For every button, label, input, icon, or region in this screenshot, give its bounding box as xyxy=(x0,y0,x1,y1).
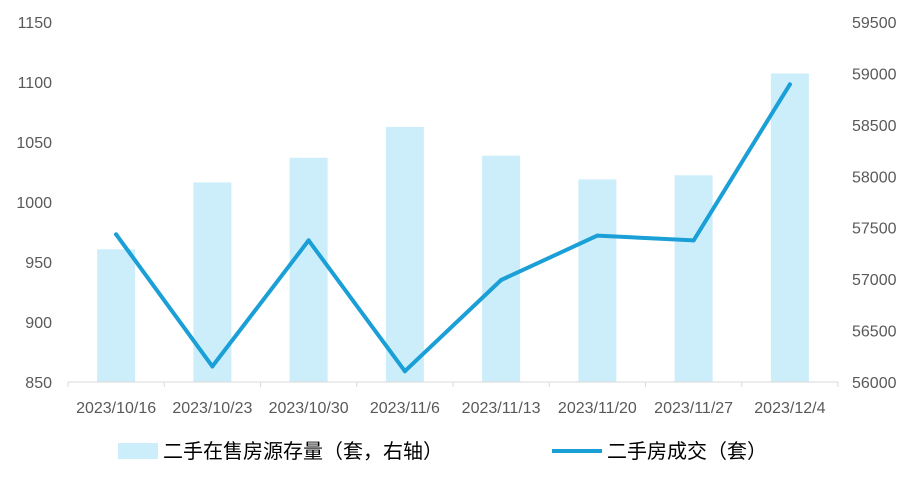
line-layer xyxy=(114,82,792,374)
x-axis-tick-label: 2023/11/6 xyxy=(370,400,440,417)
line-point-2023/11/20 xyxy=(595,233,600,238)
x-axis-tick-label: 2023/11/13 xyxy=(462,400,541,417)
left-axis-tick-label: 900 xyxy=(25,315,52,332)
x-axis-labels: 2023/10/16 2023/10/23 2023/10/30 2023/11/6 2… xyxy=(76,400,825,417)
legend: 二手在售房源存量（套，右轴） 二手房成交（套） xyxy=(118,439,767,463)
x-axis-tick-label: 2023/12/4 xyxy=(754,400,825,417)
bar-2023/11/20 xyxy=(578,179,617,382)
right-axis-labels: 56000 56500 57000 57500 58000 58500 59000 59500 xyxy=(852,15,897,392)
left-axis-tick-label: 1150 xyxy=(18,15,53,32)
x-axis-tick-label: 2023/10/16 xyxy=(76,400,156,417)
left-axis-tick-label: 950 xyxy=(25,255,52,272)
line-point-2023/11/6 xyxy=(402,369,407,374)
bar-2023/10/30 xyxy=(289,157,328,382)
right-axis-tick-label: 56000 xyxy=(852,375,897,392)
right-axis-tick-label: 58000 xyxy=(852,169,897,186)
bar-2023/12/4 xyxy=(770,73,809,382)
left-axis-labels: 850 900 950 1000 1050 1100 1150 xyxy=(16,15,52,392)
bar-2023/11/27 xyxy=(674,175,713,382)
right-axis-tick-label: 59000 xyxy=(852,66,897,83)
bar-2023/10/16 xyxy=(97,249,136,382)
line-point-2023/10/30 xyxy=(306,238,311,243)
x-axis-tick-label: 2023/11/20 xyxy=(558,400,637,417)
legend-bar-label: 二手在售房源存量（套，右轴） xyxy=(163,439,443,463)
right-axis-tick-label: 57500 xyxy=(852,221,897,238)
line-point-2023/12/4 xyxy=(787,82,792,87)
line-point-2023/11/27 xyxy=(691,238,696,243)
left-axis-tick-label: 850 xyxy=(25,375,52,392)
line-point-2023/10/23 xyxy=(210,364,215,369)
bar-2023/11/13 xyxy=(482,155,521,382)
legend-bar-swatch xyxy=(118,443,158,459)
right-axis-tick-label: 59500 xyxy=(852,15,897,32)
x-axis-tick-label: 2023/10/30 xyxy=(269,400,349,417)
line-series-deals xyxy=(114,82,792,374)
left-axis-tick-label: 1000 xyxy=(16,195,52,212)
right-axis-tick-label: 56500 xyxy=(852,324,897,341)
left-axis-tick-label: 1100 xyxy=(18,75,53,92)
bar-2023/11/6 xyxy=(385,126,424,383)
right-axis-tick-label: 57000 xyxy=(852,272,897,289)
x-axis-tick-label: 2023/11/27 xyxy=(654,400,733,417)
right-axis-tick-label: 58500 xyxy=(852,118,897,135)
line-point-2023/11/13 xyxy=(499,278,504,282)
bars-layer xyxy=(97,73,809,383)
legend-line-label: 二手房成交（套） xyxy=(607,439,767,463)
x-axis-tick-label: 2023/10/23 xyxy=(172,400,252,417)
x-tick-marks xyxy=(67,382,839,387)
line-point-2023/10/16 xyxy=(114,232,119,237)
left-axis-tick-label: 1050 xyxy=(16,135,52,152)
